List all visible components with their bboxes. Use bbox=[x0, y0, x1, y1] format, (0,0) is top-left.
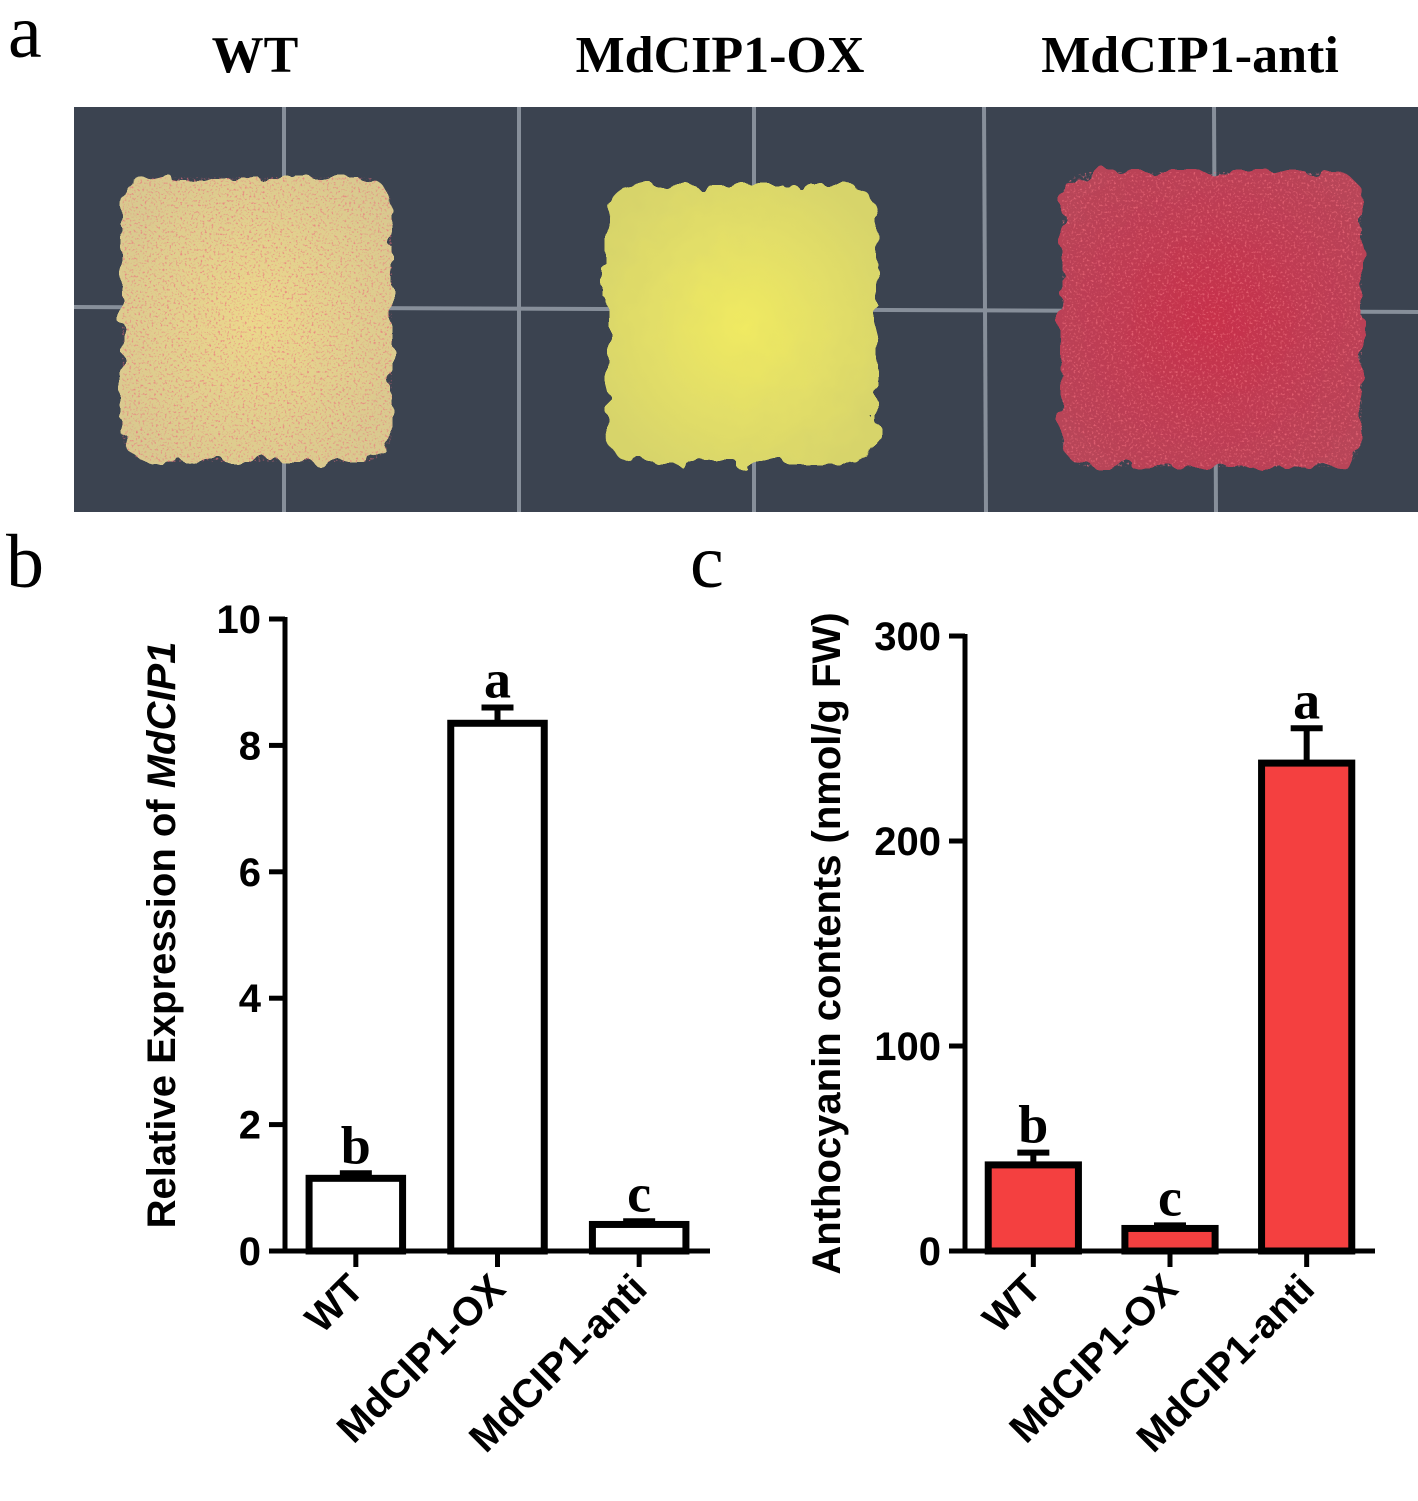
significance-letter: a bbox=[484, 649, 511, 709]
y-tick-label: 2 bbox=[239, 1104, 261, 1148]
y-tick-label: 8 bbox=[239, 724, 261, 768]
x-tick-label: WT bbox=[975, 1266, 1050, 1341]
y-tick-label: 10 bbox=[217, 598, 262, 642]
y-axis-label: Relative Expression of MdCIP1 bbox=[140, 642, 184, 1229]
significance-letter: b bbox=[1018, 1095, 1048, 1155]
significance-letter: a bbox=[1293, 670, 1320, 730]
callus-ox bbox=[607, 185, 877, 463]
photo-title-wt: WT bbox=[211, 27, 299, 84]
y-tick-label: 300 bbox=[874, 615, 941, 659]
bar bbox=[588, 1220, 690, 1255]
photo-title-anti: MdCIP1-anti bbox=[1041, 27, 1339, 84]
bar bbox=[1121, 1224, 1219, 1255]
callus-photo bbox=[74, 107, 1418, 512]
y-axis-label: Anthocyanin contents (nmol/g FW) bbox=[805, 612, 849, 1274]
significance-letter: c bbox=[627, 1163, 651, 1223]
y-tick-label: 100 bbox=[874, 1025, 941, 1069]
chart-c: 0 100 200 300 Anthocyanin contents (nmol/g F… bbox=[805, 612, 1375, 1461]
significance-letter: b bbox=[341, 1115, 371, 1175]
y-tick-label: 4 bbox=[239, 977, 262, 1021]
panel-c-label: c bbox=[690, 520, 724, 604]
y-tick-label: 0 bbox=[919, 1230, 941, 1274]
y-tick-label: 0 bbox=[239, 1230, 261, 1274]
y-tick-label: 200 bbox=[874, 820, 941, 864]
bar bbox=[305, 1174, 407, 1255]
y-tick-label: 6 bbox=[239, 851, 261, 895]
x-tick-label: WT bbox=[297, 1266, 372, 1341]
chart-b: 0 2 4 6 8 10 Relative Expression of MdCIP1 b WT a… bbox=[140, 598, 710, 1461]
callus-wt-red-spots bbox=[122, 177, 392, 462]
photo-title-ox: MdCIP1-OX bbox=[575, 27, 865, 84]
significance-letter: c bbox=[1158, 1167, 1182, 1227]
callus-anti-dark-spots bbox=[1062, 172, 1362, 467]
panel-a-label: a bbox=[8, 0, 42, 74]
bar bbox=[984, 1161, 1082, 1255]
y-axis-label-gene: MdCIP1 bbox=[140, 642, 184, 789]
y-axis-label-prefix: Relative Expression of bbox=[140, 788, 184, 1228]
bar bbox=[1258, 759, 1356, 1255]
bar bbox=[447, 719, 548, 1255]
panel-b-label: b bbox=[6, 520, 44, 604]
